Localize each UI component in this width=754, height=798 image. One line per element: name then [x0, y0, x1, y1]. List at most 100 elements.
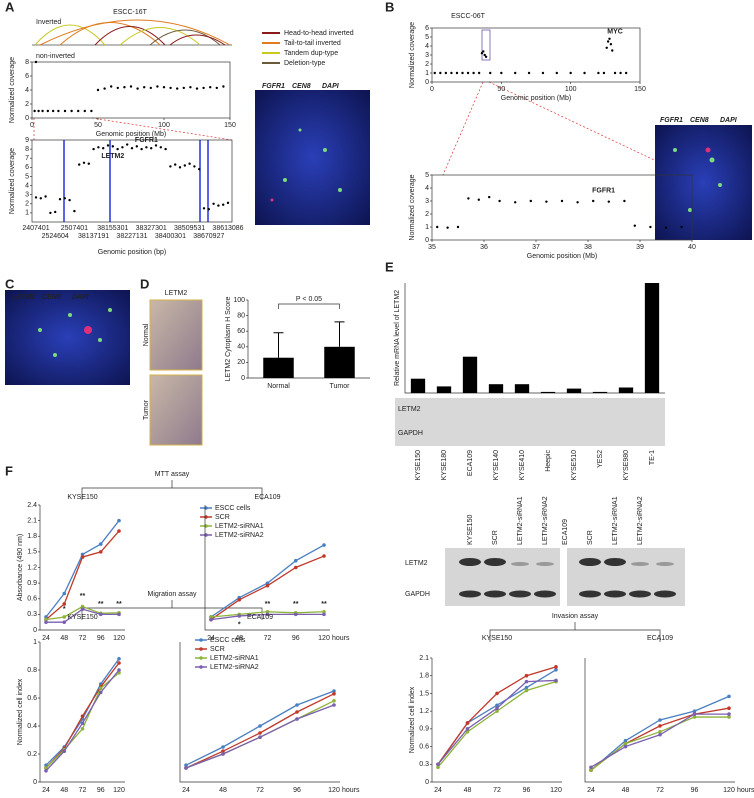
x-tick-label: 150 [224, 122, 236, 129]
point [110, 85, 113, 88]
legend-label: Tail-to-tail inverted [284, 40, 341, 47]
point [609, 43, 613, 46]
point [46, 109, 50, 113]
annotation: * [238, 622, 241, 629]
point [680, 225, 683, 229]
point [154, 144, 158, 147]
marker [98, 612, 103, 617]
marker [221, 749, 225, 753]
legend-marker [199, 647, 203, 651]
marker [332, 703, 336, 707]
legend-label: SCR [210, 646, 225, 653]
point [73, 209, 76, 213]
panel-label: A [5, 0, 15, 14]
plot-frame [31, 61, 231, 119]
fish-label: DAPI [72, 294, 90, 301]
panel-label: D [140, 276, 149, 291]
line [45, 658, 120, 766]
chart-title: KYSE150 [67, 494, 97, 501]
marker [554, 668, 558, 672]
y-tick-label: 5 [25, 173, 29, 180]
x-tick-label: 96 [292, 635, 300, 642]
fish-image [255, 90, 370, 225]
fish-label: CEN8 [292, 83, 311, 90]
point [444, 71, 448, 75]
fish-red [84, 147, 711, 334]
x-tick-label: 24 [587, 787, 595, 794]
marker [524, 679, 529, 684]
line [590, 713, 729, 768]
panel-label: B [385, 0, 394, 14]
marker [209, 615, 213, 619]
y-tick-label: 1.2 [419, 708, 429, 715]
x-tick-label: 2407401 [22, 225, 49, 232]
chart-title: ECA109 [254, 494, 280, 501]
point [63, 197, 66, 200]
y-axis-label: Relative mRNA level of LETM2 [394, 290, 401, 386]
x-unit: hours [332, 635, 350, 642]
point [129, 85, 133, 88]
marker [258, 724, 262, 728]
marker [209, 617, 213, 622]
marker [258, 735, 262, 739]
point [217, 204, 220, 207]
chart-title: ECA109 [247, 614, 273, 621]
marker [184, 766, 188, 770]
panel-label: C [5, 276, 15, 291]
marker [727, 715, 731, 719]
marker [80, 727, 85, 731]
annotation: ** [116, 601, 122, 608]
y-tick-label: 4 [425, 43, 429, 50]
marker [727, 712, 731, 716]
marker [524, 685, 529, 690]
ihc-image [149, 374, 203, 446]
x-tick-label: 2507401 [61, 225, 88, 232]
marker [265, 612, 270, 617]
y-axis-label: Normalized cell index [17, 678, 24, 745]
marker [44, 769, 48, 773]
marker [692, 709, 697, 713]
y-tick-label: 60 [237, 328, 245, 335]
point [222, 85, 225, 88]
point [608, 37, 611, 40]
axis [431, 658, 562, 783]
point [162, 86, 166, 89]
point [592, 199, 595, 203]
marker [322, 609, 326, 614]
x-tick-label: 96 [97, 787, 105, 794]
point [569, 71, 572, 75]
zoom-connectors [33, 29, 687, 176]
point [583, 71, 586, 75]
point [560, 199, 564, 203]
x-tick-label: 0 [30, 122, 34, 129]
x-tick-label: 38137191 [78, 233, 109, 240]
x-tick-label: KYSE180 [441, 450, 448, 480]
marker [727, 694, 731, 699]
point [37, 109, 40, 113]
y-tick-label: 6 [425, 25, 429, 32]
x-tick-label: 40 [688, 244, 696, 251]
breakpoint-lines [63, 140, 209, 222]
y-tick-label: 2 [25, 101, 29, 108]
x-tick-label: KYSE150 [415, 450, 422, 480]
marker [623, 744, 628, 749]
marker [80, 721, 85, 725]
y-tick-label: 0.6 [419, 743, 429, 750]
marker [692, 715, 697, 719]
point [527, 71, 531, 75]
y-tick-label: 3 [425, 198, 429, 205]
annotation: MYC [607, 28, 623, 35]
marker [465, 721, 470, 725]
x-tick-label: 72 [264, 635, 272, 642]
marker [524, 688, 529, 693]
point [195, 87, 199, 90]
annotation: P < 0.05 [296, 296, 322, 303]
x-tick-label: 48 [219, 787, 227, 794]
x-axis-label: Genomic position (Mb) [527, 253, 597, 260]
point [555, 71, 558, 75]
y-tick-label: 5 [425, 172, 429, 179]
point [102, 147, 105, 150]
marker [658, 732, 662, 737]
marker [554, 678, 558, 683]
chart-title: ESCC-06T [451, 13, 486, 20]
